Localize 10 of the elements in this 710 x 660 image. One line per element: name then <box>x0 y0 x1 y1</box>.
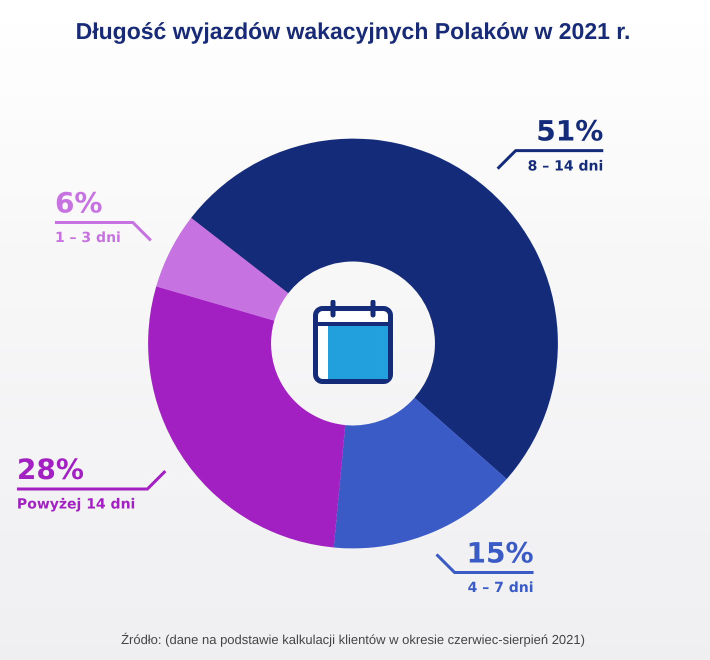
slice-label: 4 – 7 dni <box>468 580 534 596</box>
slice-label: Powyżej 14 dni <box>16 496 136 513</box>
slice-label: 1 – 3 dni <box>54 230 121 246</box>
data-label: 51% <box>536 114 604 148</box>
slice-label: 8 – 14 dni <box>528 158 604 174</box>
data-label: 15% <box>466 536 534 570</box>
text: Źródło: (dane na podstawie kalkulacji klientów w okresie czerwiec-sierpień 2021) <box>121 632 585 647</box>
data-label: 28% <box>16 453 84 486</box>
data-label: 6% <box>54 186 102 220</box>
chart-title: Długość wyjazdów wakacyjnych Polaków w 2021 r. <box>76 18 630 44</box>
